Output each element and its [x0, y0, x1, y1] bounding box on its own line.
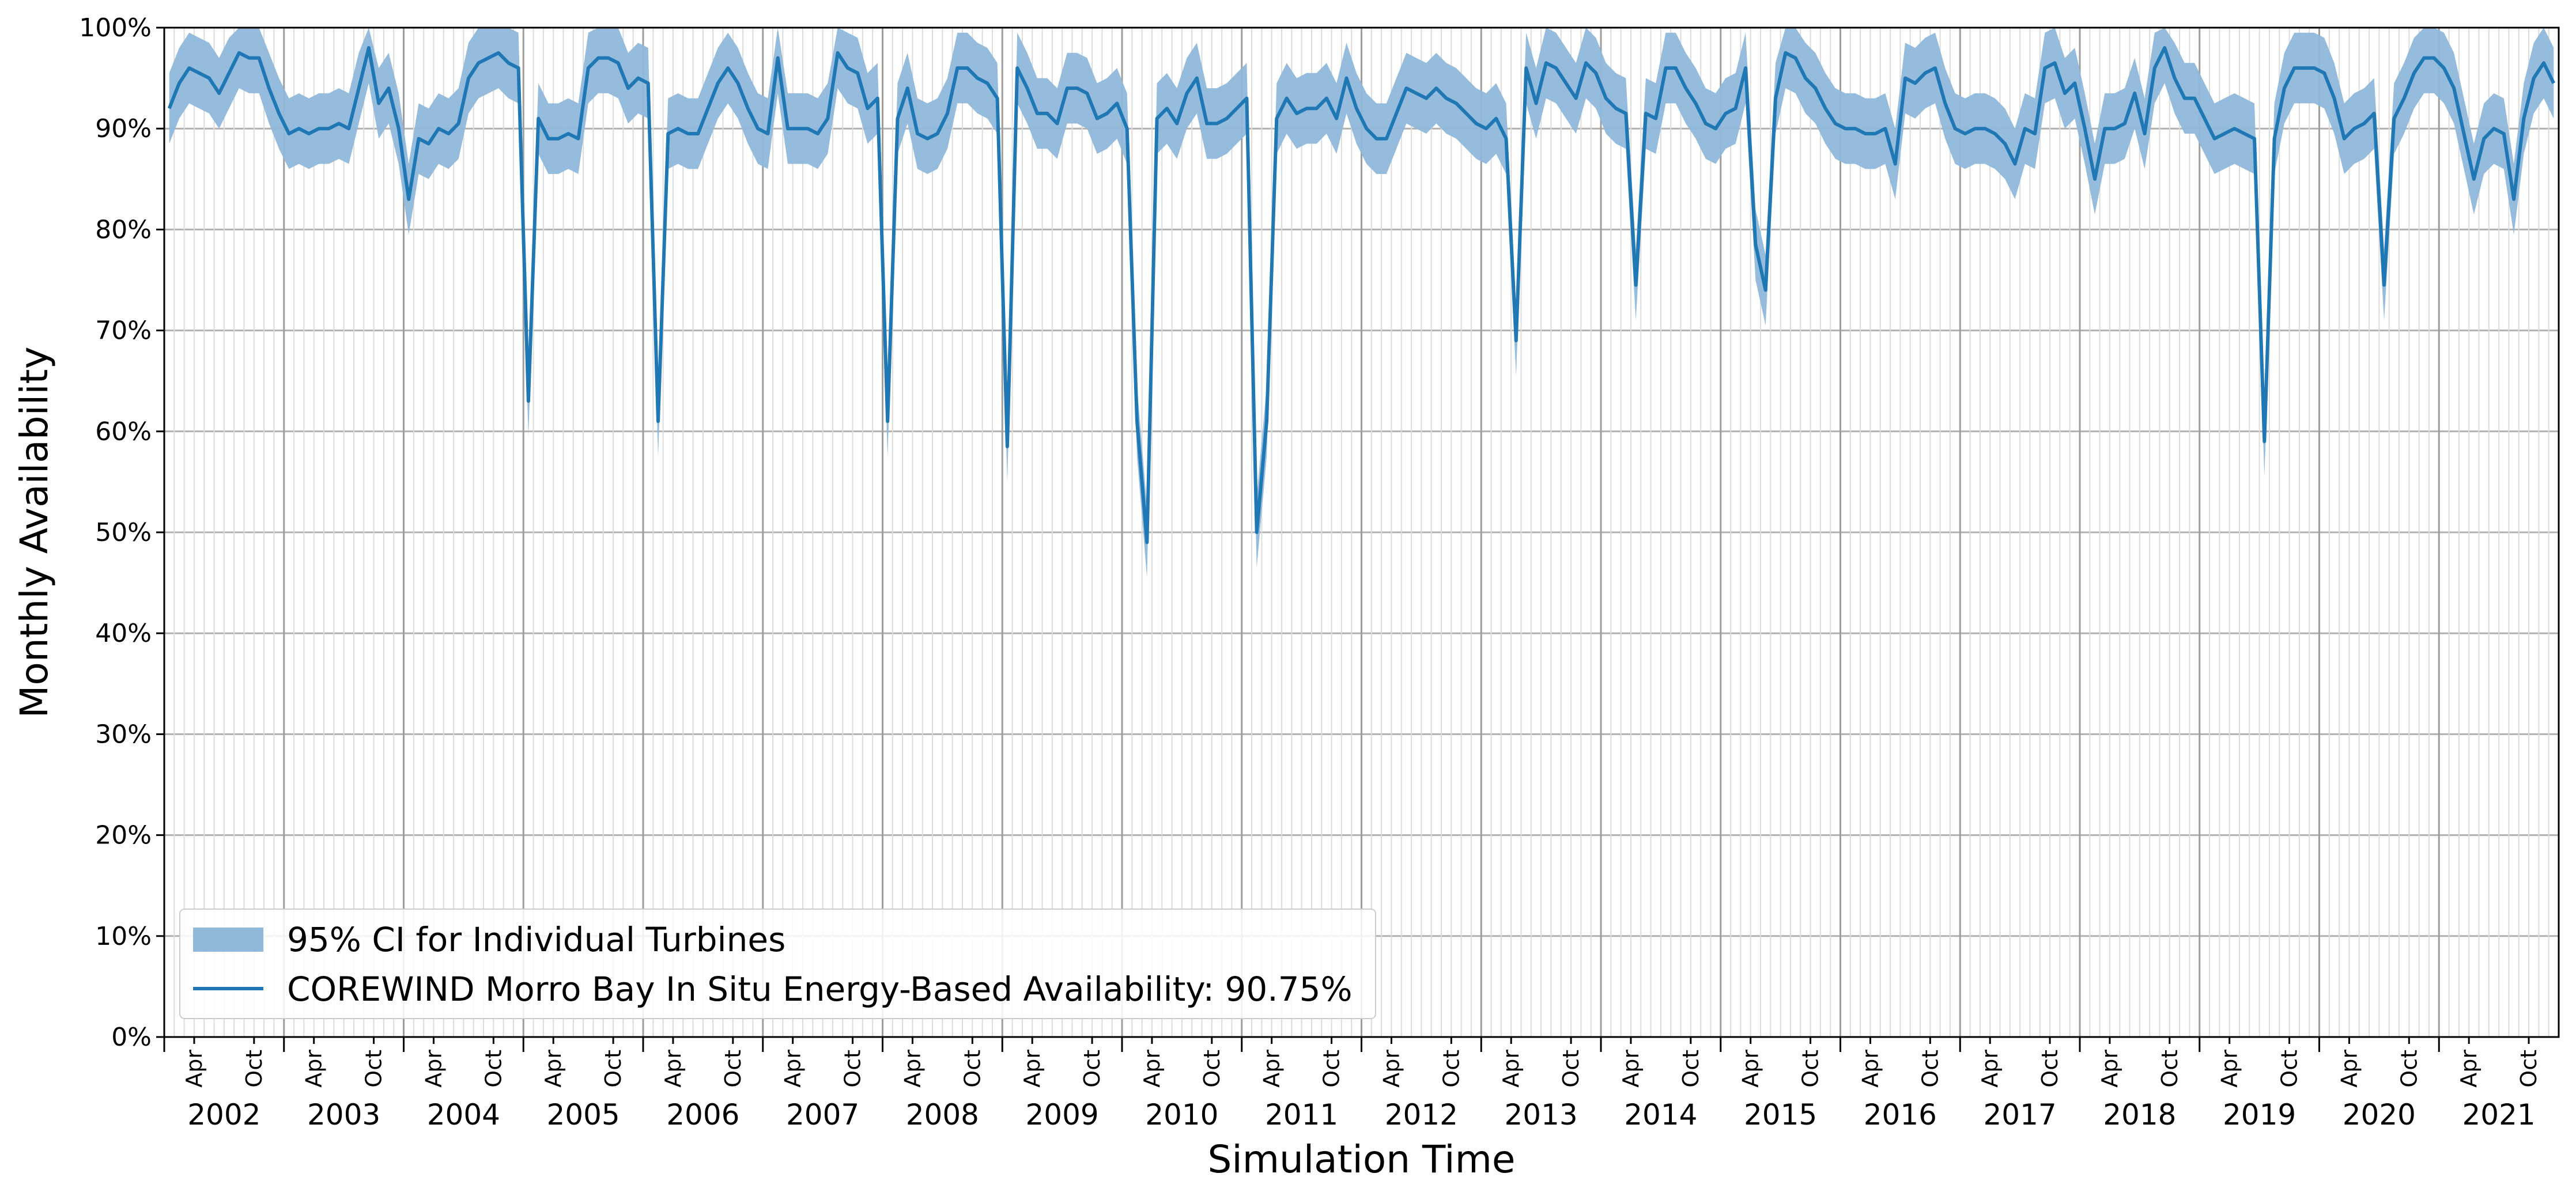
y-tick-label: 60% — [95, 417, 152, 446]
grid-lines — [164, 27, 2559, 1038]
x-year-tick-label: 2018 — [2103, 1098, 2176, 1131]
y-tick-label: 50% — [95, 518, 152, 547]
x-month-tick-label: Apr — [2336, 1050, 2362, 1088]
y-tick-label: 100% — [79, 13, 152, 43]
x-month-tick-label: Apr — [182, 1050, 207, 1088]
x-month-tick-label: Oct — [1678, 1050, 1704, 1088]
availability-line-layer — [167, 46, 2555, 544]
legend: 95% CI for Individual Turbines COREWIND … — [179, 909, 1376, 1019]
x-year-tick-label: 2003 — [307, 1098, 380, 1131]
x-month-tick-label: Apr — [1498, 1050, 1524, 1088]
x-month-tick-label: Oct — [600, 1050, 626, 1088]
x-month-tick-label: Oct — [720, 1050, 746, 1088]
x-year-tick-label: 2017 — [1984, 1098, 2057, 1131]
x-month-tick-label: Oct — [840, 1050, 866, 1088]
y-axis-ticks: 0% 10% 20% 30% 40% 50% 60% 70% 80% 90% 100% — [79, 13, 164, 1052]
x-month-tick-label: Apr — [2217, 1050, 2242, 1088]
x-month-tick-label: Apr — [301, 1050, 327, 1088]
x-month-tick-label: Oct — [2157, 1050, 2182, 1088]
x-year-tick-label: 2009 — [1026, 1098, 1099, 1131]
x-month-tick-label: Oct — [361, 1050, 387, 1088]
x-month-tick-label: Oct — [1798, 1050, 1823, 1088]
x-month-tick-label: Oct — [2277, 1050, 2302, 1088]
x-month-tick-label: Apr — [421, 1050, 446, 1088]
x-year-tick-label: 2015 — [1744, 1098, 1817, 1131]
x-month-tick-label: Apr — [1378, 1050, 1404, 1088]
x-month-tick-label: Oct — [241, 1050, 267, 1088]
x-month-tick-label: Apr — [1977, 1050, 2003, 1088]
x-month-tick-label: Apr — [541, 1050, 566, 1088]
x-month-tick-label: Oct — [481, 1050, 506, 1088]
x-month-tick-label: Apr — [1139, 1050, 1165, 1088]
x-month-tick-label: Oct — [1438, 1050, 1464, 1088]
x-year-tick-label: 2014 — [1624, 1098, 1697, 1131]
y-tick-label: 30% — [95, 720, 152, 749]
confidence-band-layer — [169, 28, 2554, 578]
legend-band-swatch — [193, 928, 263, 952]
x-year-tick-label: 2005 — [547, 1098, 620, 1131]
x-month-tick-label: Apr — [900, 1050, 925, 1088]
y-tick-label: 70% — [95, 316, 152, 346]
x-month-tick-label: Oct — [2037, 1050, 2063, 1088]
x-axis-label: Simulation Time — [1207, 1137, 1515, 1182]
x-month-tick-label: Apr — [1857, 1050, 1883, 1088]
y-tick-label: 90% — [95, 114, 152, 143]
y-tick-label: 40% — [95, 619, 152, 648]
y-axis-label: Monthly Availability — [12, 347, 56, 718]
x-year-tick-label: 2010 — [1145, 1098, 1218, 1131]
x-month-tick-label: Oct — [1079, 1050, 1105, 1088]
confidence-band — [169, 28, 2554, 578]
x-year-tick-label: 2021 — [2462, 1098, 2536, 1131]
x-year-tick-label: 2013 — [1505, 1098, 1578, 1131]
x-month-tick-label: Apr — [2097, 1050, 2122, 1088]
availability-series-line — [167, 46, 2555, 544]
x-month-tick-label: Oct — [1199, 1050, 1225, 1088]
x-month-tick-label: Apr — [2456, 1050, 2481, 1088]
x-month-tick-label: Apr — [780, 1050, 806, 1088]
y-tick-label: 80% — [95, 215, 152, 244]
x-month-tick-label: Oct — [2516, 1050, 2541, 1088]
y-tick-label: 20% — [95, 821, 152, 850]
x-month-tick-label: Oct — [2396, 1050, 2422, 1088]
x-month-tick-label: Apr — [1618, 1050, 1644, 1088]
x-month-tick-label: Oct — [1558, 1050, 1584, 1088]
x-month-tick-label: Apr — [1259, 1050, 1285, 1088]
x-year-tick-label: 2004 — [427, 1098, 500, 1131]
x-year-tick-label: 2008 — [906, 1098, 979, 1131]
legend-box — [179, 909, 1376, 1019]
x-axis-ticks: Apr Oct 2002 Apr Oct 2003 Apr Oct 2004 Apr Oct 2005… — [163, 1037, 2541, 1131]
x-year-tick-label: 2011 — [1265, 1098, 1338, 1131]
x-month-tick-label: Oct — [960, 1050, 985, 1088]
x-year-tick-label: 2012 — [1385, 1098, 1458, 1131]
x-year-tick-label: 2016 — [1864, 1098, 1937, 1131]
legend-band-label: 95% CI for Individual Turbines — [287, 920, 785, 959]
legend-line-label: COREWIND Morro Bay In Situ Energy-Based … — [287, 970, 1353, 1009]
x-month-tick-label: Oct — [1917, 1050, 1943, 1088]
x-year-tick-label: 2002 — [187, 1098, 260, 1131]
x-month-tick-label: Oct — [1319, 1050, 1344, 1088]
x-year-tick-label: 2006 — [666, 1098, 739, 1131]
x-month-tick-label: Apr — [1738, 1050, 1763, 1088]
x-month-tick-label: Apr — [660, 1050, 686, 1088]
x-month-tick-label: Apr — [1019, 1050, 1045, 1088]
x-year-tick-label: 2020 — [2343, 1098, 2416, 1131]
y-tick-label: 10% — [95, 922, 152, 951]
x-year-tick-label: 2007 — [786, 1098, 859, 1131]
x-year-tick-label: 2019 — [2223, 1098, 2296, 1131]
y-tick-label: 0% — [111, 1023, 152, 1052]
